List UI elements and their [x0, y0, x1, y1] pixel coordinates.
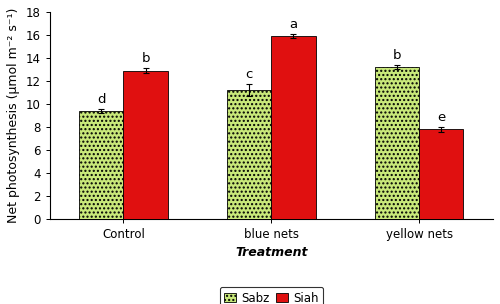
Text: b: b — [392, 49, 401, 62]
Bar — [79, 111, 124, 219]
Text: e: e — [437, 111, 446, 124]
Text: b: b — [142, 52, 150, 65]
X-axis label: Treatment: Treatment — [235, 247, 308, 259]
Bar — [419, 129, 464, 219]
Legend: Sabz, Siah: Sabz, Siah — [220, 287, 323, 304]
Bar — [272, 36, 316, 219]
Text: d: d — [97, 93, 106, 106]
Bar — [227, 90, 272, 219]
Y-axis label: Net photosynthesis (µmol m⁻² s⁻¹): Net photosynthesis (µmol m⁻² s⁻¹) — [7, 8, 20, 223]
Bar — [124, 71, 168, 219]
Bar — [375, 67, 419, 219]
Text: c: c — [246, 68, 253, 81]
Text: a: a — [290, 18, 298, 31]
